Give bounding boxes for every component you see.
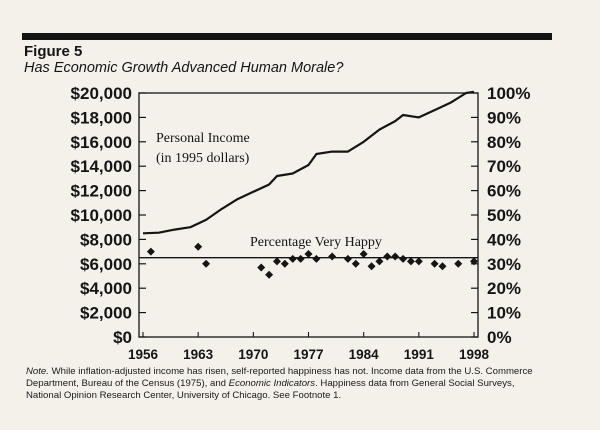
x-axis-tick-label: 1998 xyxy=(459,347,490,362)
happiness-point xyxy=(296,254,305,263)
right-axis-tick-label: 50% xyxy=(487,206,521,225)
happiness-point xyxy=(359,250,368,259)
series-layer xyxy=(139,90,478,279)
happiness-point xyxy=(257,263,266,272)
left-axis-tick-label: $6,000 xyxy=(80,255,132,274)
right-axis-tick-label: 10% xyxy=(487,304,521,323)
x-axis: 1956 1963 1970 1977 1984 1991 1998 xyxy=(128,332,490,362)
happiness-point xyxy=(343,254,352,263)
happiness-point xyxy=(272,257,281,266)
note-lead: Note. xyxy=(26,366,49,377)
income-series-line xyxy=(142,90,475,235)
left-axis-tick-label: $10,000 xyxy=(71,206,132,225)
left-axis-tick-label: $12,000 xyxy=(71,182,132,201)
happiness-point xyxy=(304,250,313,259)
happiness-point xyxy=(146,247,155,256)
right-axis-tick-label: 30% xyxy=(487,255,521,274)
happiness-point xyxy=(367,262,376,271)
right-axis-tick-label: 60% xyxy=(487,182,521,201)
right-axis-tick-label: 100% xyxy=(487,84,530,103)
happiness-point xyxy=(265,270,274,279)
happiness-point xyxy=(328,252,337,261)
note-text-part2: . Happiness data from General Social Sur… xyxy=(26,378,515,401)
happiness-point xyxy=(312,254,321,263)
happiness-point xyxy=(202,259,211,268)
left-axis-tick-label: $4,000 xyxy=(80,279,132,298)
happiness-point xyxy=(430,259,439,268)
x-axis-tick-label: 1977 xyxy=(293,347,323,362)
left-axis-tick-label: $2,000 xyxy=(80,304,132,323)
right-axis-tick-label: 20% xyxy=(487,279,521,298)
right-axis-tick-label: 80% xyxy=(487,133,521,152)
figure-note: Note. While inflation-adjusted income ha… xyxy=(26,366,546,402)
note-source-title: Economic Indicators xyxy=(228,378,316,389)
happiness-point xyxy=(399,254,408,263)
left-axis-tick-label: $8,000 xyxy=(80,230,132,249)
plot-frame xyxy=(138,92,479,338)
happiness-point xyxy=(288,254,297,263)
x-axis-tick-label: 1963 xyxy=(183,347,214,362)
left-axis: $20,000 $18,000 $16,000 $14,000 $12,000 $10,0… xyxy=(71,84,146,347)
happiness-point xyxy=(406,257,415,266)
happiness-point xyxy=(383,252,392,261)
left-axis-tick-label: $20,000 xyxy=(71,84,132,103)
figure-label: Figure 5 xyxy=(24,43,83,60)
happiness-point xyxy=(194,242,203,251)
happiness-point xyxy=(280,259,289,268)
happiness-point xyxy=(391,252,400,261)
left-axis-tick-label: $0 xyxy=(113,328,132,347)
x-axis-tick-label: 1970 xyxy=(238,347,268,362)
note-text-part1: While inflation-adjusted income has rise… xyxy=(26,366,533,389)
happiness-point xyxy=(470,257,478,266)
x-axis-tick-label: 1991 xyxy=(404,347,435,362)
happiness-point xyxy=(454,259,463,268)
right-axis-tick-label: 70% xyxy=(487,157,521,176)
happiness-point xyxy=(414,257,423,266)
happiness-point xyxy=(375,257,384,266)
income-series-label-line1: Personal Income xyxy=(156,131,250,146)
right-axis-tick-label: 40% xyxy=(487,230,521,249)
figure-subtitle: Has Economic Growth Advanced Human Moral… xyxy=(24,60,344,76)
happiness-series-label: Percentage Very Happy xyxy=(250,235,382,250)
left-axis-tick-label: $18,000 xyxy=(71,108,132,127)
income-series-label-line2: (in 1995 dollars) xyxy=(156,151,250,166)
x-axis-tick-label: 1956 xyxy=(128,347,159,362)
x-axis-tick-label: 1984 xyxy=(349,347,380,362)
left-axis-tick-label: $14,000 xyxy=(71,157,132,176)
top-rule xyxy=(22,33,552,40)
happiness-point xyxy=(351,259,360,268)
happiness-point xyxy=(438,262,447,271)
right-axis: 100% 90% 80% 70% 60% 50% 40% 30% 20% 10% 0% xyxy=(471,84,530,347)
right-axis-tick-label: 0% xyxy=(487,328,512,347)
income-happiness-chart: $20,000 $18,000 $16,000 $14,000 $12,000 $10,0… xyxy=(71,84,531,362)
left-axis-tick-label: $16,000 xyxy=(71,133,132,152)
right-axis-tick-label: 90% xyxy=(487,108,521,127)
